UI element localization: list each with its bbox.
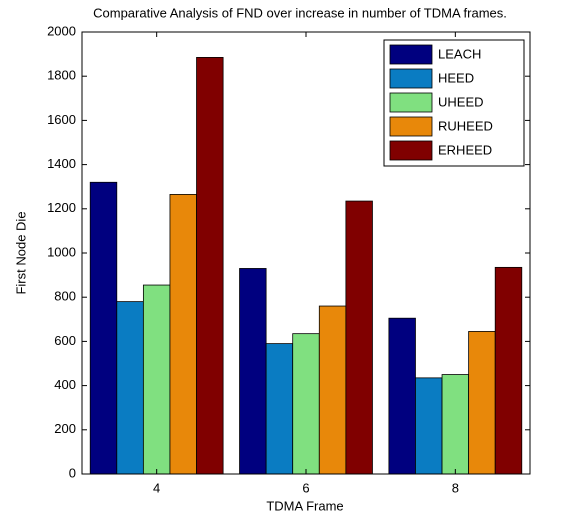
legend-label: HEED [438, 70, 474, 85]
y-tick-label: 200 [54, 421, 76, 436]
legend-label: ERHEED [438, 142, 492, 157]
y-tick-label: 0 [69, 465, 76, 480]
y-tick-label: 1600 [47, 112, 76, 127]
bar [345, 200, 373, 475]
legend-swatch [389, 44, 433, 65]
y-tick-label: 400 [54, 377, 76, 392]
bar [415, 377, 443, 475]
y-axis-label: First Node Die [13, 211, 28, 294]
bar [196, 57, 224, 475]
bar [239, 268, 267, 475]
x-axis-label: TDMA Frame [266, 498, 343, 513]
x-tick-label: 4 [153, 480, 160, 495]
bar [292, 333, 320, 475]
legend-swatch [389, 140, 433, 161]
y-tick-label: 600 [54, 333, 76, 348]
y-tick-label: 2000 [47, 23, 76, 38]
bar [318, 305, 347, 475]
legend-swatch [389, 68, 433, 89]
bar [89, 181, 118, 475]
legend-swatch [389, 92, 433, 113]
bar [441, 374, 470, 475]
bar [494, 266, 523, 475]
bar [169, 194, 197, 475]
x-tick-label: 6 [302, 480, 309, 495]
y-tick-label: 1000 [47, 244, 76, 259]
legend-label: LEACH [438, 46, 481, 61]
legend-label: UHEED [438, 94, 484, 109]
bar [468, 331, 496, 475]
x-tick-label: 8 [452, 480, 459, 495]
y-tick-label: 800 [54, 289, 76, 304]
bar [388, 317, 416, 475]
bar [265, 343, 294, 475]
bar [142, 284, 171, 475]
legend-swatch [389, 116, 433, 137]
bar [116, 301, 144, 475]
chart-title: Comparative Analysis of FND over increas… [93, 5, 507, 20]
legend-label: RUHEED [438, 118, 493, 133]
y-tick-label: 1200 [47, 200, 76, 215]
y-tick-label: 1400 [47, 156, 76, 171]
y-tick-label: 1800 [47, 68, 76, 83]
